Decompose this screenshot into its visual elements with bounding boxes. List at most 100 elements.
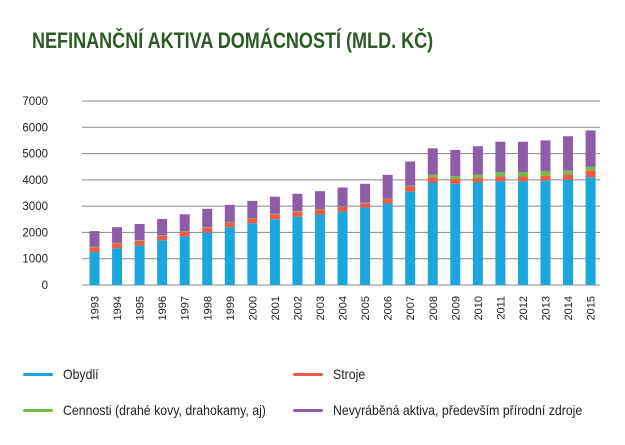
bar-segment	[315, 214, 325, 285]
x-tick-label: 1995	[135, 296, 147, 320]
bar-segment	[269, 196, 280, 214]
bar-segment	[179, 231, 190, 232]
bar-segment	[382, 198, 393, 200]
x-tick-label: 2012	[518, 296, 530, 320]
x-tick-label: 2013	[541, 296, 553, 320]
bar-segment	[472, 178, 483, 183]
bar-segment	[315, 191, 325, 210]
legend-label-nevyrabena: Nevyráběná aktiva, především přírodní zd…	[333, 402, 583, 418]
bar-segment	[382, 174, 393, 199]
legend-item-obydli: Obydlí	[23, 366, 103, 382]
bar-segment	[585, 177, 596, 285]
bar-segment	[112, 242, 123, 244]
bar-segment	[247, 200, 258, 218]
bar-segment	[89, 247, 100, 253]
bar-segment	[427, 174, 438, 178]
bar-segment	[89, 252, 100, 285]
legend-label-stroje: Stroje	[333, 366, 366, 382]
bar-segment	[179, 236, 190, 285]
bar-segment	[224, 222, 235, 228]
bar-segment	[157, 235, 168, 236]
x-tick-label: 2004	[338, 296, 350, 320]
bar-segment	[89, 231, 100, 247]
bar-segment	[450, 149, 461, 177]
bar-segment	[540, 175, 551, 181]
x-tick-label: 1993	[90, 296, 102, 320]
x-tick-label: 2010	[473, 296, 485, 320]
y-tick-label: 4000	[22, 175, 48, 187]
bar-segment	[202, 227, 213, 228]
bar-segment	[517, 181, 528, 285]
chart-title: NEFINANČNÍ AKTIVA DOMÁCNOSTÍ (MLD. KČ)	[32, 28, 434, 53]
bar-segment	[427, 182, 438, 285]
bar-segment	[495, 176, 506, 182]
bar-segment	[224, 204, 235, 222]
bar-segment	[472, 182, 483, 285]
bar-segment	[224, 221, 235, 223]
bar-segment	[472, 146, 483, 175]
legend-swatch-cennosti	[23, 408, 53, 412]
bar-segment	[585, 166, 596, 171]
x-tick-label: 2011	[495, 296, 507, 320]
legend-swatch-nevyrabena	[293, 408, 323, 412]
y-tick-label: 2000	[22, 227, 48, 239]
bar-segment	[517, 141, 528, 172]
bar-segment	[360, 203, 371, 208]
x-tick-label: 2002	[292, 296, 304, 320]
bar-segment	[427, 177, 438, 183]
bar-segment	[179, 214, 190, 232]
x-tick-label: 2008	[428, 296, 440, 320]
bar-segment	[292, 216, 303, 285]
bar-segment	[89, 246, 100, 248]
bar-segment	[585, 130, 596, 167]
x-tick-label: 2005	[360, 296, 372, 320]
x-tick-label: 2014	[563, 296, 575, 320]
bar-segment	[315, 209, 325, 210]
y-tick-label: 5000	[22, 149, 48, 161]
x-tick-label: 2015	[586, 296, 598, 320]
bar-segment	[134, 240, 145, 241]
legend-swatch-stroje	[293, 372, 323, 376]
bar-segment	[517, 171, 528, 177]
bar-segment	[563, 174, 574, 180]
bar-segment	[202, 232, 213, 285]
bar-segment	[517, 176, 528, 182]
bar-segment	[540, 180, 551, 285]
bar-segment	[472, 174, 483, 179]
bar-segment	[157, 235, 168, 241]
x-tick-label: 2006	[383, 296, 395, 320]
bar-segment	[157, 240, 168, 285]
legend-item-cennosti: Cennosti (drahé kovy, drahokamy, aj)	[23, 402, 294, 418]
bar-segment	[247, 218, 258, 224]
bar-segment	[269, 219, 280, 285]
bar-segment	[292, 193, 303, 212]
legend-label-obydli: Obydlí	[63, 366, 99, 382]
bar-segment	[405, 185, 416, 187]
bar-segment	[585, 170, 596, 178]
x-tick-label: 1999	[225, 296, 237, 320]
legend-item-stroje: Stroje	[293, 366, 370, 382]
bar-segment	[134, 240, 145, 246]
bar-segment	[337, 187, 348, 207]
y-tick-label: 6000	[22, 122, 48, 134]
bar-segment	[134, 245, 145, 285]
bar-segment	[495, 171, 506, 177]
bar-segment	[112, 248, 123, 285]
legend-item-nevyrabena: Nevyráběná aktiva, především přírodní zd…	[293, 402, 616, 418]
x-tick-label: 2000	[247, 296, 259, 320]
bar-segment	[360, 183, 371, 203]
bar-segment	[360, 207, 371, 285]
bar-segment	[134, 224, 145, 241]
bar-segment	[450, 179, 461, 184]
bar-segment	[315, 209, 325, 215]
bar-segment	[540, 170, 551, 176]
x-tick-label: 1998	[202, 296, 214, 320]
bar-segment	[405, 191, 416, 285]
y-tick-label: 7000	[22, 96, 48, 108]
bar-segment	[112, 243, 123, 249]
bar-segment	[563, 179, 574, 285]
x-tick-label: 2001	[270, 296, 282, 320]
x-tick-label: 2009	[450, 296, 462, 320]
x-tick-label: 1994	[112, 296, 124, 320]
